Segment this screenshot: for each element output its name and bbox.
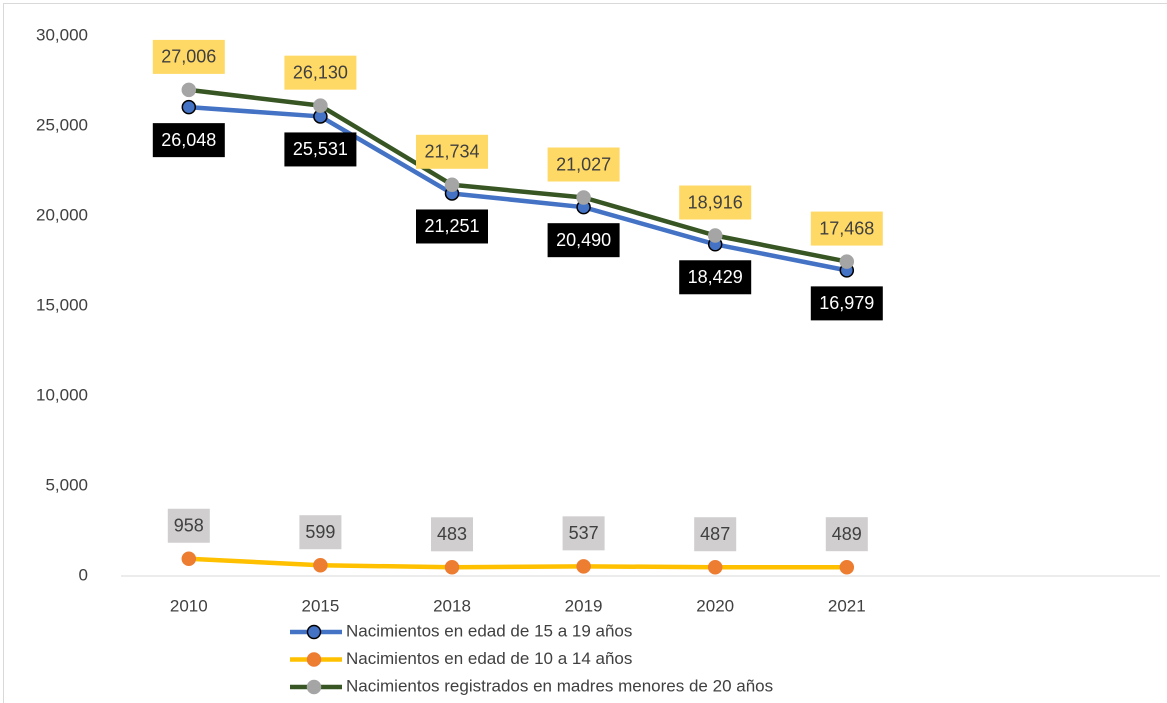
data-label-box [810, 211, 883, 246]
data-label: 21,251 [424, 216, 479, 236]
data-label: 17,468 [819, 218, 874, 238]
legend-label: Nacimientos en edad de 10 a 14 años [346, 649, 632, 668]
data-label-box [547, 147, 620, 182]
legend-marker [306, 652, 322, 667]
data-point [181, 82, 197, 98]
data-label-box [416, 134, 488, 169]
data-label-box [547, 223, 620, 258]
legend-marker [306, 679, 322, 695]
data-point [313, 557, 328, 573]
data-label: 20,490 [556, 230, 611, 250]
data-label: 26,048 [161, 130, 216, 150]
data-label: 25,531 [293, 139, 348, 159]
data-point [707, 228, 723, 243]
data-label-box [416, 209, 488, 244]
data-label-box [284, 55, 357, 90]
data-label-box [679, 185, 752, 220]
legend-label: Nacimientos en edad de 15 a 19 años [346, 621, 632, 640]
x-tick-label: 2018 [433, 596, 471, 615]
data-label: 489 [832, 524, 862, 544]
series-line [188, 556, 847, 570]
legend-label: Nacimientos registrados en madres menore… [346, 676, 773, 695]
data-label: 958 [174, 516, 204, 536]
data-label-box [284, 132, 357, 167]
data-point [576, 559, 591, 574]
data-label-box [152, 39, 225, 74]
data-label: 18,429 [688, 267, 743, 287]
data-point [181, 551, 197, 567]
data-label-box [825, 517, 868, 552]
x-tick-label: 2010 [170, 596, 208, 615]
y-tick-label: 25,000 [36, 115, 88, 134]
data-label-box [152, 123, 225, 158]
data-point [839, 254, 855, 269]
x-tick-label: 2020 [696, 596, 734, 615]
legend-marker [306, 624, 322, 640]
data-label-box [810, 286, 883, 321]
y-tick-label: 30,000 [36, 25, 88, 44]
data-label: 21,027 [556, 154, 611, 174]
data-point [576, 190, 591, 205]
data-label-box [299, 515, 342, 550]
data-label: 27,006 [161, 47, 216, 67]
x-tick-label: 2019 [565, 596, 603, 615]
data-label: 18,916 [688, 192, 743, 212]
data-point [181, 99, 197, 115]
x-tick-label: 2021 [828, 596, 866, 615]
y-tick-label: 10,000 [36, 385, 88, 404]
chart-border [3, 3, 1167, 703]
data-label-box [679, 260, 752, 295]
data-point [444, 177, 460, 193]
data-label-box [562, 516, 605, 551]
data-point [707, 559, 723, 575]
series-line [188, 87, 848, 264]
data-label: 21,734 [424, 142, 479, 162]
data-label: 537 [569, 523, 599, 543]
data-label: 483 [437, 524, 467, 544]
y-tick-label: 15,000 [36, 295, 88, 314]
data-label: 487 [700, 524, 730, 544]
data-label-box [167, 508, 210, 543]
series-line [188, 104, 848, 273]
data-point [839, 559, 855, 575]
data-label: 26,130 [293, 62, 348, 82]
y-tick-label: 20,000 [36, 205, 88, 224]
data-label: 599 [305, 522, 335, 542]
data-label-box [431, 517, 473, 552]
data-label: 16,979 [819, 293, 874, 313]
x-tick-label: 2015 [301, 596, 339, 615]
data-point [444, 560, 460, 575]
y-tick-label: 0 [79, 565, 88, 584]
data-label-box [694, 517, 737, 552]
y-tick-label: 5,000 [45, 475, 88, 494]
data-point [313, 98, 328, 113]
